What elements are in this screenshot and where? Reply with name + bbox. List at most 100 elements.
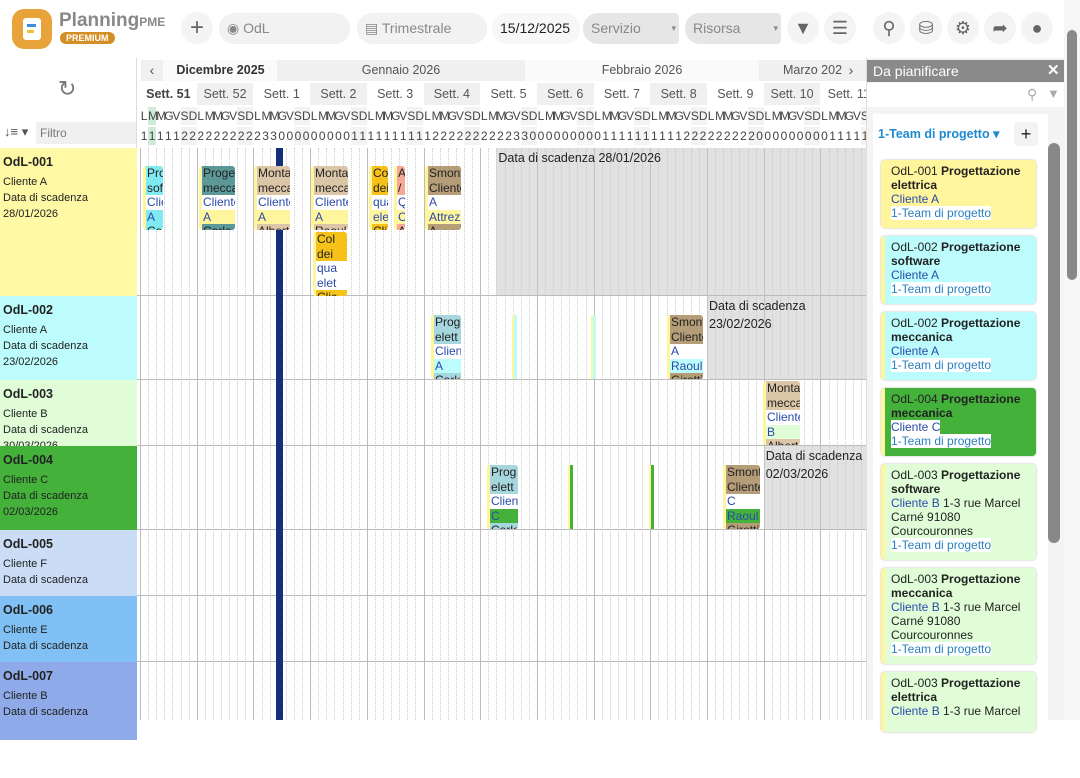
day-number: 2 <box>180 127 189 145</box>
day-number: 2 <box>213 129 221 143</box>
task-bar[interactable]: ProgetmeccaClienteACarlo <box>199 166 235 230</box>
unplanned-card[interactable]: OdL-004 Progettazione meccanica Cliente C… <box>881 388 1036 456</box>
task-bar[interactable]: MontameccaClienteARaoul <box>311 166 348 230</box>
view-selector[interactable]: ◉ OdL <box>219 13 350 44</box>
task-bar-small[interactable] <box>649 465 654 529</box>
share-icon[interactable]: ➦ <box>984 12 1016 44</box>
day-number: 0 <box>804 127 813 145</box>
day-number: 2 <box>690 127 699 145</box>
task-bar[interactable]: ColdeiquaeletClic <box>369 166 388 230</box>
database-icon[interactable]: ⛁ <box>910 12 942 44</box>
day-number: 0 <box>561 129 569 143</box>
day-number: 2 <box>448 129 456 143</box>
add-button[interactable]: + <box>181 12 213 44</box>
panel-scrollbar[interactable] <box>1048 143 1060 543</box>
card-client[interactable]: Cliente B <box>891 496 940 510</box>
day-letter: M <box>488 109 499 123</box>
task-bar[interactable]: ProgelettClienACarlo <box>431 315 461 379</box>
row-header[interactable]: OdL-003 Cliente B Data di scadenza 30/03/20… <box>0 380 137 446</box>
row-header[interactable]: OdL-007 Cliente B Data di scadenza <box>0 662 137 740</box>
refresh-icon[interactable]: ↻ <box>58 76 77 101</box>
day-letter: S <box>464 107 473 125</box>
day-letter: S <box>407 107 416 125</box>
row-header[interactable]: OdL-006 Cliente E Data di scadenza <box>0 596 137 662</box>
row-header[interactable]: OdL-002 Cliente A Data di scadenza 23/02/20… <box>0 296 137 380</box>
page-scrollbar[interactable] <box>1064 0 1080 720</box>
sort-icon[interactable]: ↓≡ ▾ <box>4 124 29 139</box>
task-bar-small[interactable] <box>591 315 596 379</box>
task-bar[interactable]: MontameccaClienteAAlbert <box>254 166 290 230</box>
task-text: Prog <box>434 315 461 330</box>
month-row: Dicembre 2025 Gennaio 2026 Febbraio 2026 Ma… <box>137 60 866 81</box>
task-bar[interactable]: SmontClienteARaoulGirotti <box>667 315 703 379</box>
day-letter: G <box>617 109 628 123</box>
card-client[interactable]: Cliente C <box>891 420 941 434</box>
day-number: 2 <box>221 129 229 143</box>
card-client[interactable]: Cliente A <box>891 344 940 358</box>
task-bar-small[interactable] <box>512 315 517 379</box>
top-toolbar: PlanningPME PREMIUM + ◉ OdL ▤ Trimestral… <box>0 0 1064 58</box>
card-title: Progettazione software <box>891 240 1021 268</box>
user-icon[interactable]: ● <box>1021 12 1053 44</box>
prev-period-button[interactable]: ‹ <box>141 60 163 81</box>
row-due-date: 02/03/2026 <box>3 506 59 518</box>
unplanned-card[interactable]: OdL-003 Progettazione meccanica Cliente B… <box>881 568 1036 664</box>
unplanned-card[interactable]: OdL-003 Progettazione elettrica Cliente B… <box>881 672 1036 732</box>
unplanned-card[interactable]: OdL-001 Progettazione elettrica Cliente A… <box>881 160 1036 228</box>
task-bar[interactable]: ProsofClieACar <box>143 166 163 230</box>
close-icon[interactable]: ✕ <box>1047 62 1060 79</box>
unplanned-card[interactable]: OdL-003 Progettazione software Cliente B … <box>881 464 1036 560</box>
deadline-label: Data di scadenza 23/02/2026 <box>709 297 806 333</box>
date-input[interactable]: 15/12/2025 <box>492 13 580 44</box>
week-label: Sett. 9 <box>717 87 754 101</box>
task-text: Clien <box>490 494 518 509</box>
gear-icon[interactable]: ⚙ <box>947 12 979 44</box>
past-deadline-area <box>496 148 866 295</box>
day-number: 1 <box>407 127 416 145</box>
row-header[interactable]: OdL-001 Cliente A Data di scadenza 28/01/20… <box>0 148 137 296</box>
task-text: A <box>202 209 235 224</box>
task-text: Cl <box>397 209 405 224</box>
period-selector[interactable]: ▤ Trimestrale <box>357 13 487 44</box>
service-select[interactable]: Servizio ▾ <box>583 13 679 44</box>
day-letter: M <box>723 109 734 123</box>
row-header[interactable]: OdL-005 Cliente F Data di scadenza <box>0 530 137 596</box>
filter-input[interactable]: Filtro <box>36 122 136 144</box>
card-client[interactable]: Cliente A <box>891 268 940 282</box>
day-letter: M <box>439 109 450 123</box>
past-deadline-area <box>763 446 866 529</box>
day-letter: G <box>164 109 174 123</box>
checklist-icon[interactable]: ☰ <box>824 12 856 44</box>
resource-select[interactable]: Risorsa ▾ <box>685 13 781 44</box>
card-client[interactable]: Cliente A <box>891 192 940 206</box>
task-bar[interactable]: SmontClienteCRaoulGirotti <box>723 465 760 529</box>
day-number: 0 <box>318 129 326 143</box>
task-bar[interactable]: SmontClienteAAttrezA <box>425 166 461 230</box>
day-letter: M <box>601 109 612 123</box>
day-number: 0 <box>286 129 294 143</box>
day-number: 0 <box>764 129 772 143</box>
card-client[interactable]: Cliente B <box>891 600 940 614</box>
task-bar[interactable]: ColdeiquaeletClic <box>313 232 347 296</box>
task-bar-small[interactable] <box>568 465 573 529</box>
filter-icon[interactable]: ▼ <box>1047 86 1060 101</box>
filter-icon[interactable]: ▼ <box>787 12 819 44</box>
task-text: A <box>314 209 348 224</box>
group-selector[interactable]: 1-Team di progetto ▾ <box>878 127 1000 141</box>
task-text: Clic <box>316 290 347 296</box>
task-bar[interactable]: ProgelettClienCCarlo <box>487 465 518 529</box>
card-address: 1-3 rue Marcel Carné 91080 Courcouronnes <box>891 600 1021 642</box>
card-client[interactable]: Cliente B <box>891 704 940 718</box>
row-header[interactable]: OdL-004 Cliente C Data di scadenza 02/03/20… <box>0 446 137 530</box>
next-period-button[interactable]: › <box>848 62 854 78</box>
panel-search-input[interactable] <box>867 83 1065 107</box>
task-bar[interactable]: A/QClA <box>394 166 405 230</box>
task-text: mecca <box>766 395 800 410</box>
day-letter: V <box>342 109 351 123</box>
task-bar[interactable]: MontameccaClienteBAlbert <box>763 381 800 445</box>
unplanned-card[interactable]: OdL-002 Progettazione meccanica Cliente A… <box>881 312 1036 380</box>
search-icon[interactable]: ⚲ <box>873 12 905 44</box>
search-icon[interactable]: ⚲ <box>1027 86 1038 102</box>
add-to-group-button[interactable]: + <box>1014 122 1038 146</box>
